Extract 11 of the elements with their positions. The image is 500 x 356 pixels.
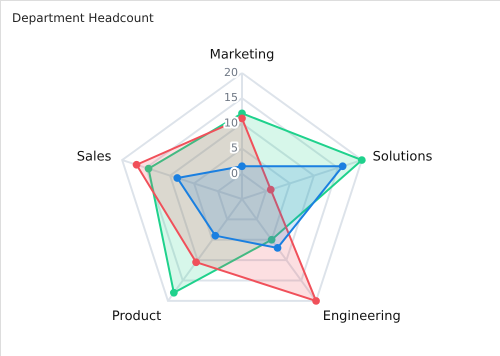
y-tick-label: 5 — [231, 142, 238, 155]
spoke-label: Engineering — [322, 309, 401, 324]
chart-title: Department Headcount — [12, 11, 154, 25]
spoke-label: Sales — [76, 150, 112, 165]
y-tick-label: 15 — [224, 91, 238, 104]
spoke-label: Product — [112, 309, 162, 324]
y-tick-label: 0 — [231, 166, 238, 180]
spoke-label: Solutions — [372, 150, 433, 165]
y-tick-label: 10 — [224, 116, 238, 130]
y-tick-label: 20 — [224, 66, 238, 79]
spoke-label: Marketing — [210, 48, 274, 63]
